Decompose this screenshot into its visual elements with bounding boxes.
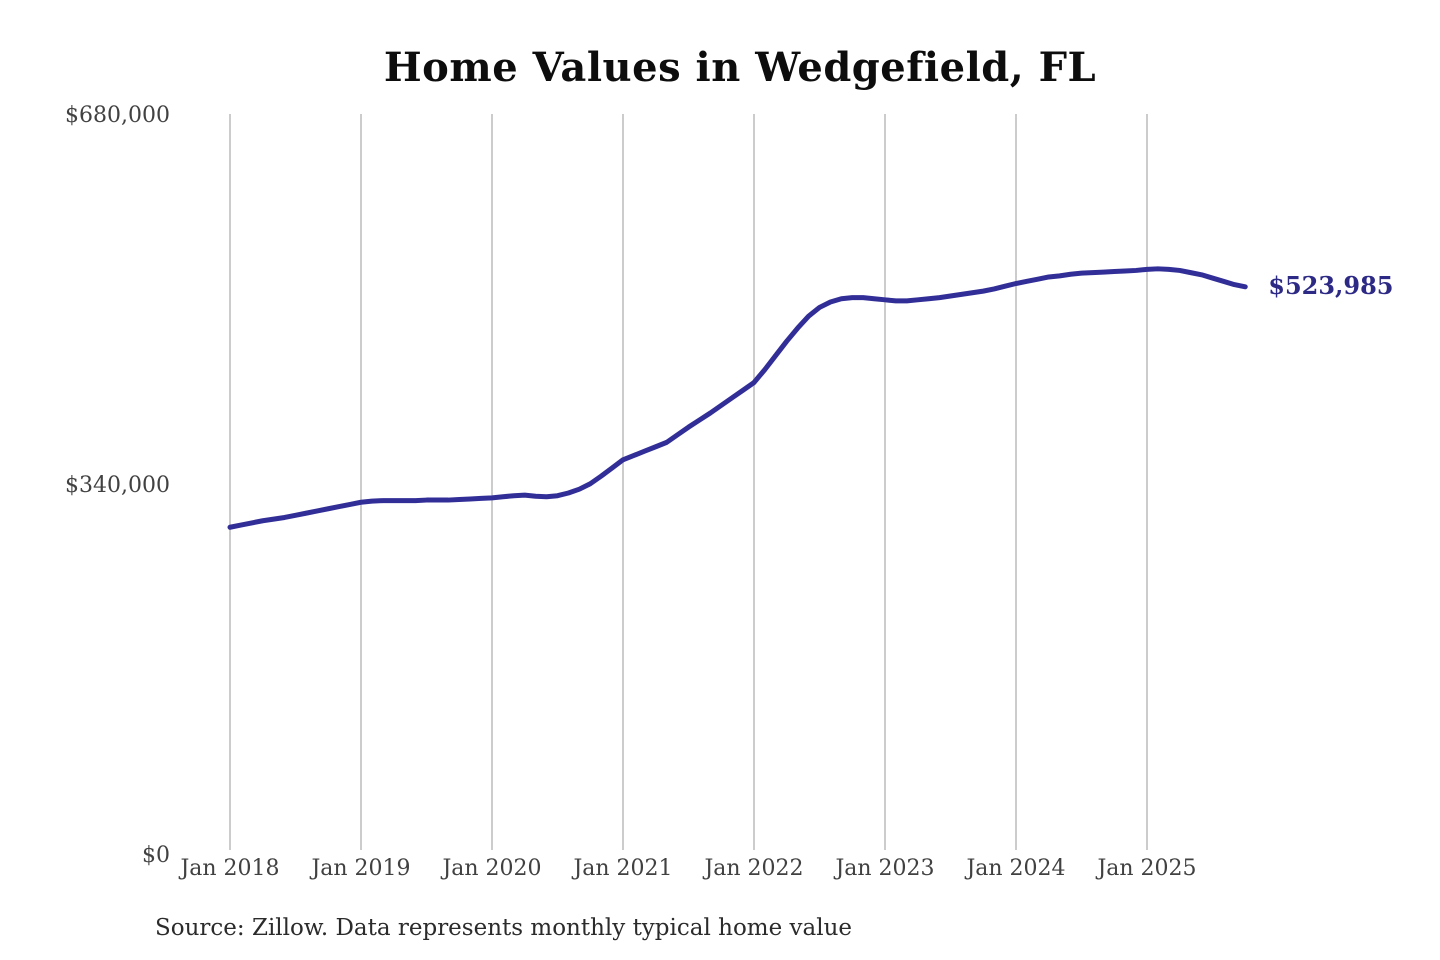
x-tick-jan-2025: Jan 2025 bbox=[1097, 856, 1197, 881]
y-tick-0: $0 bbox=[142, 843, 170, 868]
x-tick-jan-2024: Jan 2024 bbox=[966, 856, 1066, 881]
y-tick-340000: $340,000 bbox=[65, 473, 170, 498]
x-tick-jan-2019: Jan 2019 bbox=[311, 856, 411, 881]
chart-title: Home Values in Wedgefield, FL bbox=[383, 44, 1097, 91]
x-tick-jan-2023: Jan 2023 bbox=[835, 856, 935, 881]
home-value-line bbox=[227, 266, 1248, 530]
x-tick-jan-2018: Jan 2018 bbox=[180, 856, 280, 881]
x-tick-jan-2021: Jan 2021 bbox=[573, 856, 673, 881]
vertical-gridlines bbox=[229, 114, 1148, 850]
x-tick-jan-2022: Jan 2022 bbox=[704, 856, 804, 881]
y-tick-680000: $680,000 bbox=[65, 103, 170, 128]
source-note: Source: Zillow. Data represents monthly … bbox=[155, 915, 853, 941]
latest-value-label: $523,985 bbox=[1268, 270, 1394, 300]
x-tick-jan-2020: Jan 2020 bbox=[442, 856, 542, 881]
